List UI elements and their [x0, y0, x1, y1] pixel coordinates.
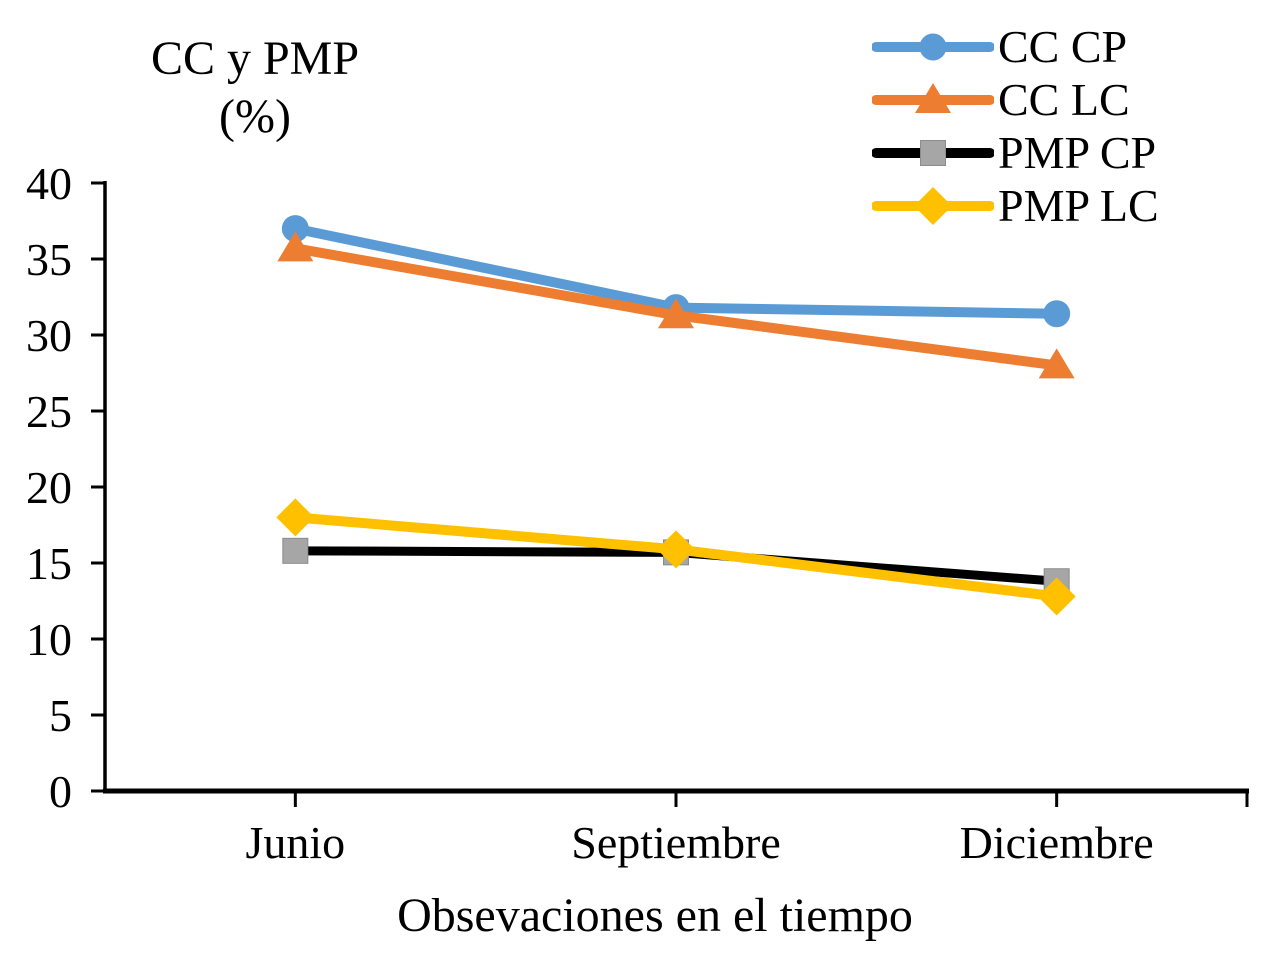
y-axis-tick-labels: 0 5 10 15 20 25 30 35 40: [26, 158, 72, 817]
y-tick-label: 20: [26, 462, 72, 513]
series-pmp-lc: [276, 498, 1076, 616]
axes: [91, 181, 1249, 807]
y-axis-title: CC y PMP (%): [105, 30, 405, 146]
y-tick-label: 30: [26, 310, 72, 361]
circle-marker-icon: [872, 33, 994, 60]
x-category-label: Junio: [245, 817, 345, 868]
y-tick-label: 5: [49, 690, 72, 741]
y-tick-label: 10: [26, 614, 72, 665]
legend-label: CC CP: [998, 21, 1128, 72]
legend-label: PMP LC: [998, 180, 1159, 231]
legend-label: PMP CP: [998, 127, 1157, 178]
y-axis-title-line1: CC y PMP: [150, 32, 360, 85]
legend-label: CC LC: [998, 74, 1130, 125]
legend: CC CP CC LC PMP CP PMP LC: [872, 20, 1159, 232]
data-series: [276, 215, 1076, 616]
x-category-label: Septiembre: [571, 817, 781, 868]
legend-item-cc-cp: CC CP: [872, 20, 1159, 73]
y-tick-label: 15: [26, 538, 72, 589]
legend-item-cc-lc: CC LC: [872, 73, 1159, 126]
diamond-marker-icon: [872, 186, 994, 225]
x-axis-category-labels: Junio Septiembre Diciembre: [245, 817, 1153, 868]
y-tick-label: 40: [26, 158, 72, 209]
x-axis-title: Obsevaciones en el tiempo: [397, 889, 913, 942]
series-cc-lc: [277, 231, 1075, 379]
x-category-label: Diciembre: [960, 817, 1154, 868]
square-marker-icon: [872, 139, 994, 166]
triangle-marker-icon: [872, 82, 994, 113]
y-tick-label: 25: [26, 386, 72, 437]
legend-item-pmp-lc: PMP LC: [872, 179, 1159, 232]
legend-item-pmp-cp: PMP CP: [872, 126, 1159, 179]
y-axis-title-line2: (%): [219, 90, 291, 143]
y-tick-label: 35: [26, 234, 72, 285]
y-tick-label: 0: [49, 766, 72, 817]
